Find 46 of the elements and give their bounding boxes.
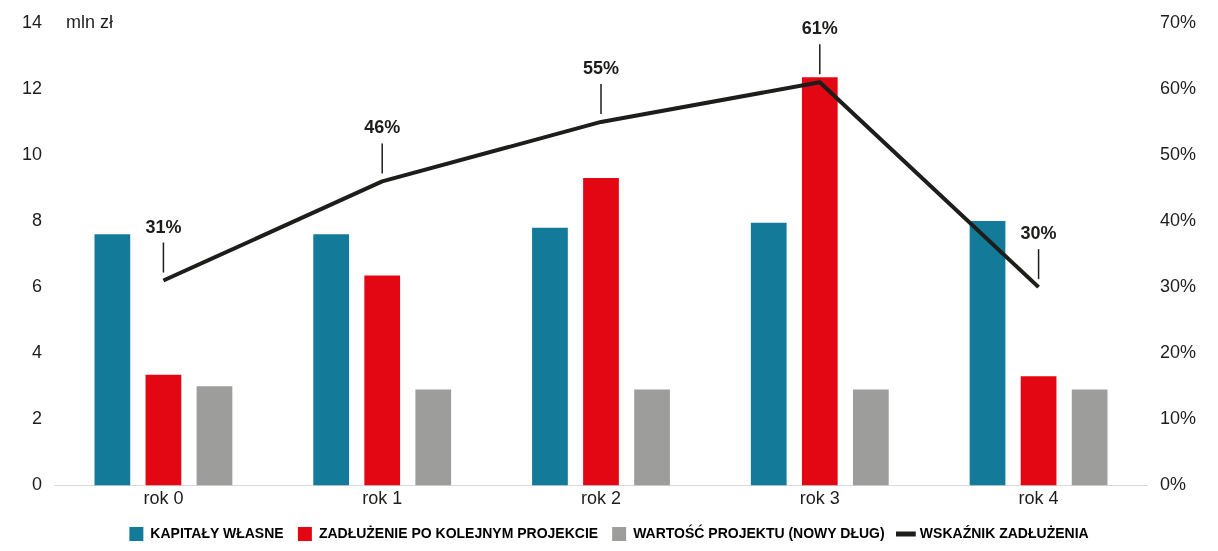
y-axis-title: mln zł xyxy=(66,11,114,32)
bar xyxy=(583,178,619,486)
y-tick-label: 2 xyxy=(32,408,43,429)
legend-label: WSKAŹNIK ZADŁUŻENIA xyxy=(919,524,1089,541)
bar xyxy=(801,77,838,486)
y2-tick-label: 40% xyxy=(1159,210,1196,231)
bar xyxy=(1020,376,1057,486)
data-label: 30% xyxy=(1020,223,1057,244)
legend-label: WARTOŚĆ PROJEKTU (NOWY DŁUG) xyxy=(633,523,885,541)
y2-tick-label: 20% xyxy=(1159,342,1196,363)
x-tick-label: rok 1 xyxy=(362,488,403,509)
bar xyxy=(364,275,401,486)
data-label: 55% xyxy=(582,57,620,78)
x-tick-label: rok 2 xyxy=(580,488,622,509)
y-tick-label: 0 xyxy=(32,474,43,495)
y-tick-label: 6 xyxy=(32,276,43,297)
x-tick-label: rok 0 xyxy=(143,488,184,509)
bar xyxy=(750,222,787,486)
legend-label: ZADŁUŻENIE PO KOLEJNYM PROJEKCIE xyxy=(318,524,599,541)
bar xyxy=(415,389,452,486)
y2-tick-label: 70% xyxy=(1159,11,1196,32)
bar xyxy=(1071,389,1108,486)
y2-tick-label: 10% xyxy=(1159,408,1196,429)
y2-tick-label: 0% xyxy=(1159,474,1186,495)
data-label: 61% xyxy=(801,18,838,39)
bar xyxy=(852,389,889,486)
y-tick-label: 12 xyxy=(21,77,43,98)
data-label: 31% xyxy=(145,216,182,237)
y2-tick-label: 30% xyxy=(1159,276,1196,297)
y-tick-label: 4 xyxy=(32,342,43,363)
bar xyxy=(145,374,182,486)
data-label: 46% xyxy=(364,117,401,138)
bar xyxy=(634,389,670,486)
bar xyxy=(969,221,1006,486)
bar xyxy=(196,386,233,486)
bar xyxy=(313,234,350,486)
y-tick-label: 10 xyxy=(21,143,43,164)
bar xyxy=(532,227,568,486)
y2-tick-label: 60% xyxy=(1159,77,1196,98)
x-tick-label: rok 4 xyxy=(1018,488,1059,509)
bar xyxy=(94,234,131,486)
y-tick-label: 8 xyxy=(32,210,43,231)
legend-label: KAPITAŁY WŁASNE xyxy=(150,524,284,541)
y2-tick-label: 50% xyxy=(1159,143,1196,164)
x-tick-label: rok 3 xyxy=(799,488,840,509)
y-tick-label: 14 xyxy=(21,11,43,32)
